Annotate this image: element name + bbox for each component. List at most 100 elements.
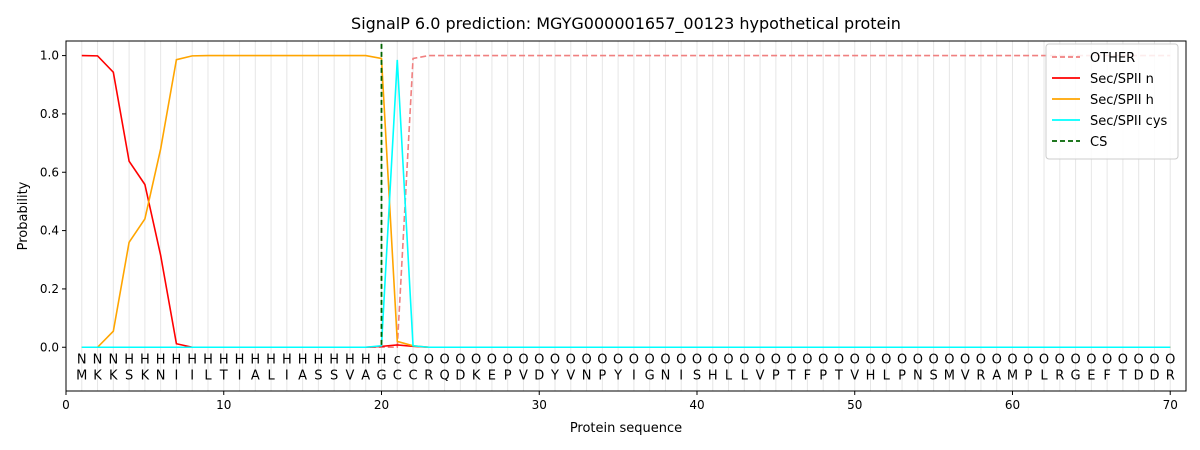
residue-label: O bbox=[723, 352, 733, 367]
residue-letter: G bbox=[645, 368, 655, 383]
series-layer bbox=[81, 43, 1171, 349]
residue-letter: G bbox=[376, 368, 386, 383]
residue-letter: P bbox=[898, 368, 906, 383]
residue-label: O bbox=[755, 352, 765, 367]
residue-letter: I bbox=[679, 368, 683, 383]
residue-label: H bbox=[329, 352, 339, 367]
x-tick-label: 10 bbox=[216, 398, 231, 412]
residue-label: H bbox=[345, 352, 355, 367]
residue-letter: N bbox=[156, 368, 166, 383]
residue-label: O bbox=[976, 352, 986, 367]
residue-label: O bbox=[960, 352, 970, 367]
residue-label: H bbox=[361, 352, 371, 367]
residue-label: O bbox=[865, 352, 875, 367]
residue-label: O bbox=[834, 352, 844, 367]
residue-label: O bbox=[739, 352, 749, 367]
residue-label: O bbox=[1134, 352, 1144, 367]
residue-label: H bbox=[282, 352, 292, 367]
legend-box bbox=[1045, 43, 1179, 160]
axis-ticks: 0 10 20 30 40 50 60 70 0.0 0.2 0.4 0.6 0.8 1.0 bbox=[40, 49, 1178, 412]
residue-letter: K bbox=[109, 368, 118, 383]
residue-label: O bbox=[471, 352, 481, 367]
series-line-other bbox=[81, 54, 1171, 349]
residue-letter: T bbox=[787, 368, 796, 383]
residue-letter: G bbox=[1071, 368, 1081, 383]
residue-label: H bbox=[219, 352, 229, 367]
y-tick-label: 0.0 bbox=[40, 340, 59, 354]
residue-label: O bbox=[645, 352, 655, 367]
residue-letter: L bbox=[741, 368, 749, 383]
residue-label: H bbox=[314, 352, 324, 367]
residue-label: H bbox=[250, 352, 260, 367]
residue-letter: A bbox=[361, 368, 370, 383]
residue-letter: Y bbox=[613, 368, 622, 383]
residue-label: H bbox=[156, 352, 166, 367]
residue-label: O bbox=[487, 352, 497, 367]
residue-letter: F bbox=[804, 368, 811, 383]
legend: OTHER Sec/SPII n Sec/SPII h Sec/SPII cys CS bbox=[1045, 43, 1179, 160]
residue-label: O bbox=[503, 352, 513, 367]
residue-letter: S bbox=[693, 368, 701, 383]
residue-letter: L bbox=[204, 368, 212, 383]
residue-letter: I bbox=[632, 368, 636, 383]
series-line-sec-spii-cys bbox=[81, 59, 1171, 349]
residue-letter: T bbox=[219, 368, 228, 383]
residue-letter: A bbox=[298, 368, 307, 383]
residue-letter: T bbox=[834, 368, 843, 383]
residue-label: O bbox=[1070, 352, 1080, 367]
legend-label: OTHER bbox=[1090, 51, 1135, 66]
residue-label: O bbox=[1102, 352, 1112, 367]
chart-title: SignalP 6.0 prediction: MGYG000001657_00… bbox=[351, 14, 901, 34]
residue-label: O bbox=[787, 352, 797, 367]
residue-letter: D bbox=[1149, 368, 1159, 383]
residue-letter: M bbox=[944, 368, 955, 383]
residue-letter: Y bbox=[550, 368, 559, 383]
residue-label: O bbox=[518, 352, 528, 367]
residue-label: N bbox=[108, 352, 118, 367]
residue-letter: E bbox=[1087, 368, 1095, 383]
residue-letter: R bbox=[1166, 368, 1175, 383]
legend-label: Sec/SPII cys bbox=[1090, 114, 1168, 129]
residue-label: O bbox=[897, 352, 907, 367]
residue-letter: I bbox=[285, 368, 289, 383]
residue-label: O bbox=[850, 352, 860, 367]
residue-label: c bbox=[394, 352, 401, 367]
residue-letter: Q bbox=[439, 368, 449, 383]
residue-label: O bbox=[424, 352, 434, 367]
residue-letter: M bbox=[76, 368, 87, 383]
residue-label: O bbox=[408, 352, 418, 367]
residue-label: O bbox=[992, 352, 1002, 367]
y-axis-label: Probability bbox=[16, 181, 31, 250]
residue-label: O bbox=[660, 352, 670, 367]
residue-label: O bbox=[581, 352, 591, 367]
sequence-layer: NMNKNKHSHKHNHIHIHLHTHIHAHLHIHAHSHSHVHAHG… bbox=[76, 352, 1175, 383]
y-tick-label: 0.4 bbox=[40, 224, 59, 238]
series-line-sec-spii-h bbox=[81, 54, 1171, 349]
y-tick-label: 0.6 bbox=[40, 165, 59, 179]
residue-label: H bbox=[298, 352, 308, 367]
y-tick-label: 1.0 bbox=[40, 49, 59, 63]
residue-label: H bbox=[235, 352, 245, 367]
residue-label: H bbox=[172, 352, 182, 367]
residue-label: H bbox=[377, 352, 387, 367]
residue-label: H bbox=[140, 352, 150, 367]
residue-letter: R bbox=[424, 368, 433, 383]
residue-letter: R bbox=[1055, 368, 1064, 383]
residue-label: O bbox=[597, 352, 607, 367]
residue-letter: A bbox=[251, 368, 260, 383]
residue-label: O bbox=[944, 352, 954, 367]
residue-label: O bbox=[818, 352, 828, 367]
residue-letter: K bbox=[93, 368, 102, 383]
residue-label: O bbox=[534, 352, 544, 367]
grid-lines bbox=[81, 41, 1171, 391]
residue-letter: S bbox=[929, 368, 937, 383]
legend-label: Sec/SPII h bbox=[1090, 93, 1154, 108]
residue-letter: F bbox=[1103, 368, 1110, 383]
residue-label: O bbox=[629, 352, 639, 367]
residue-letter: L bbox=[1040, 368, 1048, 383]
residue-letter: H bbox=[708, 368, 718, 383]
residue-letter: V bbox=[519, 368, 528, 383]
residue-letter: L bbox=[725, 368, 733, 383]
residue-label: O bbox=[692, 352, 702, 367]
